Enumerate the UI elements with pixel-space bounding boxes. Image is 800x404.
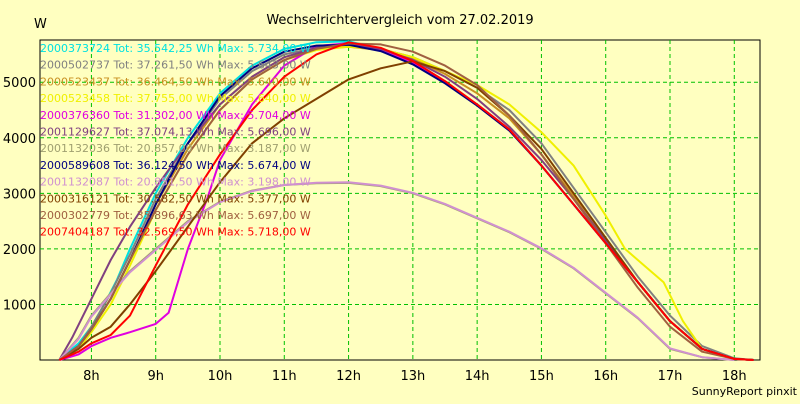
series-line-3: [58, 45, 754, 361]
legend-entry-4: 2000376360 Tot: 31.302,00 Wh Max: 5.704,…: [40, 109, 311, 122]
legend-entry-1: 2000502737 Tot: 37.261,50 Wh Max: 5.643,…: [40, 59, 311, 72]
legend-entry-9: 2000316121 Tot: 30.582,50 Wh Max: 5.377,…: [40, 192, 311, 205]
x-tick-label-2: 10h: [208, 369, 233, 384]
chart-title: Wechselrichtervergleich vom 27.02.2019: [266, 13, 533, 28]
chart-footer: SunnyReport pinxit: [692, 385, 798, 398]
x-tick-label-4: 12h: [336, 369, 361, 384]
x-tick-label-6: 14h: [465, 369, 490, 384]
series-line-11: [58, 41, 754, 361]
y-tick-label-1: 2000: [3, 243, 36, 258]
x-tick-labels: 8h 9h 10h 11h 12h 13h 14h 15h 16h 17h 18h: [83, 369, 747, 384]
legend-entry-11: 2007404187 Tot: 32.569,50 Wh Max: 5.718,…: [40, 226, 311, 239]
series-lines: [58, 40, 754, 361]
y-tick-label-0: 1000: [3, 298, 36, 313]
y-tick-label-2: 3000: [3, 187, 36, 202]
plot-area: [39, 39, 761, 361]
legend-entry-7: 2000589608 Tot: 36.124,50 Wh Max: 5.674,…: [40, 159, 311, 172]
legend-entry-0: 2000373724 Tot: 35.542,25 Wh Max: 5.734,…: [40, 42, 311, 55]
y-tick-labels: 1000 2000 3000 4000 5000: [3, 76, 36, 313]
x-tick-label-5: 13h: [400, 369, 425, 384]
legend: 2000373724 Tot: 35.542,25 Wh Max: 5.734,…: [40, 42, 311, 239]
legend-entry-10: 2000302779 Tot: 35.896,63 Wh Max: 5.697,…: [40, 209, 311, 222]
x-tick-label-8: 16h: [593, 369, 618, 384]
x-tick-label-1: 9h: [147, 369, 164, 384]
x-tick-label-3: 11h: [272, 369, 297, 384]
y-axis-unit-label: W: [34, 17, 47, 32]
series-line-8: [58, 181, 735, 361]
legend-entry-3: 2000523458 Tot: 37.755,00 Wh Max: 5.640,…: [40, 92, 311, 105]
y-tick-label-3: 4000: [3, 132, 36, 147]
legend-entry-2: 2000523437 Tot: 36.464,50 Wh Max: 5.640,…: [40, 75, 311, 88]
y-tick-label-4: 5000: [3, 76, 36, 91]
legend-entry-5: 2001129627 Tot: 37.074,13 Wh Max: 5.696,…: [40, 126, 311, 139]
x-tick-label-9: 17h: [658, 369, 683, 384]
x-tick-label-10: 18h: [722, 369, 747, 384]
legend-entry-8: 2001132087 Tot: 20.851,50 Wh Max: 3.198,…: [40, 176, 311, 189]
x-tick-label-0: 8h: [83, 369, 100, 384]
series-line-10: [58, 42, 754, 361]
legend-entry-6: 2001132036 Tot: 20.857,00 Wh Max: 3.187,…: [40, 142, 311, 155]
x-tick-label-7: 15h: [529, 369, 554, 384]
